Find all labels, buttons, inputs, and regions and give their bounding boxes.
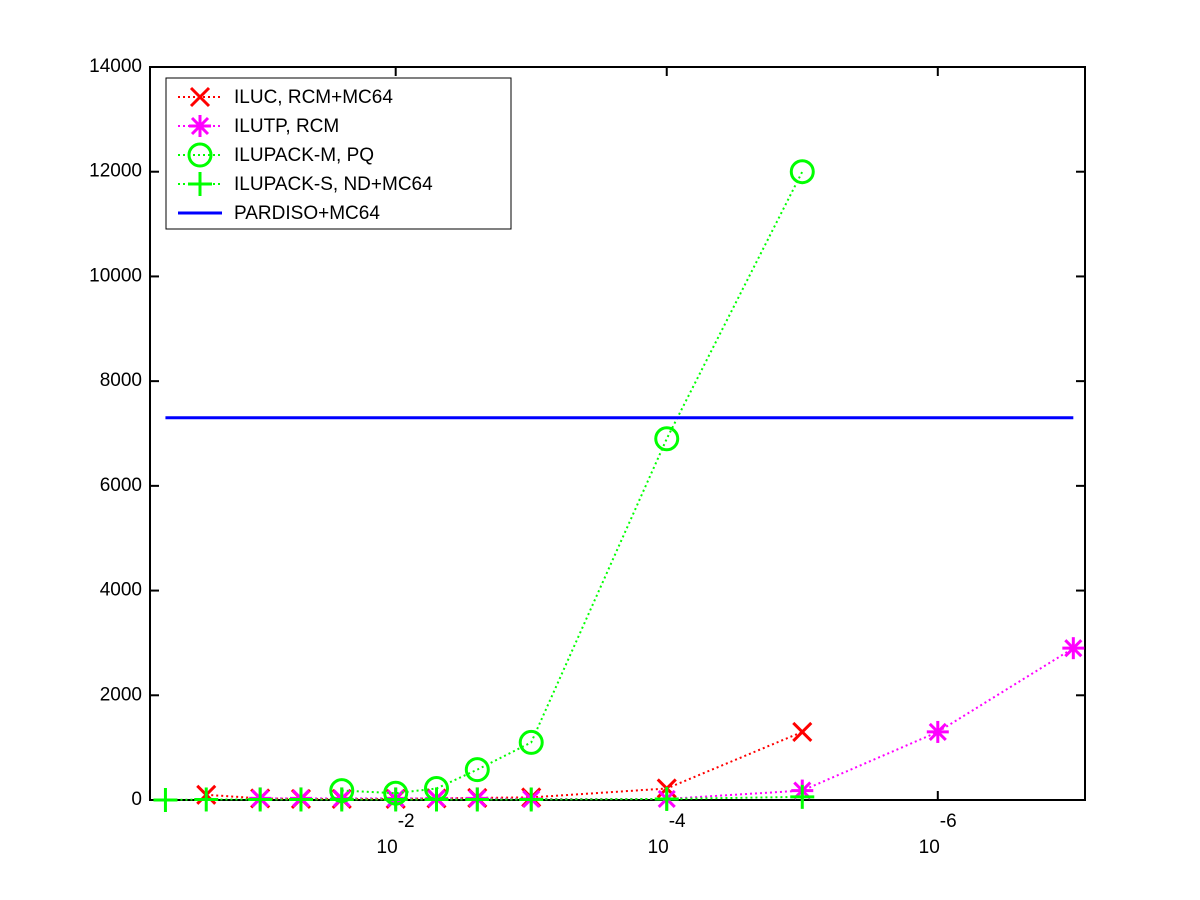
legend-label: ILUC, RCM+MC64 bbox=[234, 87, 393, 108]
marker-stroke bbox=[789, 159, 815, 185]
marker bbox=[464, 757, 490, 783]
y-tick-label: 8000 bbox=[100, 370, 142, 391]
marker bbox=[187, 142, 213, 168]
marker bbox=[153, 788, 178, 812]
marker bbox=[789, 159, 815, 185]
marker bbox=[792, 721, 813, 742]
plot-frame bbox=[149, 66, 1086, 801]
marker bbox=[519, 787, 544, 812]
legend-label: ILUTP, RCM bbox=[234, 116, 339, 137]
marker-stroke bbox=[654, 426, 680, 452]
y-tick-label: 2000 bbox=[100, 684, 142, 705]
x-tick-exponent: -6 bbox=[940, 811, 957, 832]
marker-stroke bbox=[928, 722, 947, 741]
y-tick-label: 0 bbox=[131, 789, 142, 810]
marker-stroke bbox=[792, 721, 813, 742]
marker bbox=[189, 115, 211, 137]
legend-label: ILUPACK-S, ND+MC64 bbox=[234, 174, 433, 195]
x-tick-exponent: -4 bbox=[669, 811, 686, 832]
marker bbox=[248, 787, 273, 812]
y-tick-label: 6000 bbox=[100, 475, 142, 496]
x-tick-label: 10 bbox=[648, 837, 669, 858]
marker-stroke bbox=[1064, 639, 1083, 658]
marker bbox=[288, 787, 313, 812]
marker bbox=[329, 787, 354, 812]
y-tick-label: 14000 bbox=[89, 56, 142, 77]
marker bbox=[926, 720, 949, 743]
series-line bbox=[341, 171, 804, 795]
marker bbox=[465, 787, 490, 812]
marker bbox=[383, 787, 408, 812]
marker bbox=[1062, 637, 1085, 660]
y-tick-label: 10000 bbox=[89, 265, 142, 286]
marker-stroke bbox=[190, 116, 210, 136]
marker bbox=[188, 172, 212, 196]
legend-label: ILUPACK-M, PQ bbox=[234, 145, 374, 166]
marker bbox=[654, 426, 680, 452]
marker bbox=[518, 729, 544, 755]
marker-stroke bbox=[518, 729, 544, 755]
marker bbox=[189, 86, 211, 108]
marker bbox=[194, 787, 219, 812]
marker-stroke bbox=[189, 86, 211, 108]
x-tick-exponent: -2 bbox=[398, 811, 415, 832]
x-tick-label: 10 bbox=[377, 837, 398, 858]
y-tick-label: 4000 bbox=[100, 580, 142, 601]
legend: ILUC, RCM+MC64 ILUTP, RCM ILUPACK-M, PQ ILU… bbox=[165, 77, 512, 230]
marker-stroke bbox=[464, 757, 490, 783]
marker bbox=[654, 786, 679, 811]
x-tick-label: 10 bbox=[919, 837, 940, 858]
marker bbox=[790, 784, 815, 809]
legend-label: PARDISO+MC64 bbox=[234, 203, 380, 224]
marker-stroke bbox=[187, 142, 213, 168]
y-tick-label: 12000 bbox=[89, 161, 142, 182]
legend-box bbox=[165, 77, 512, 230]
marker bbox=[424, 787, 449, 812]
series-line bbox=[260, 647, 1074, 800]
